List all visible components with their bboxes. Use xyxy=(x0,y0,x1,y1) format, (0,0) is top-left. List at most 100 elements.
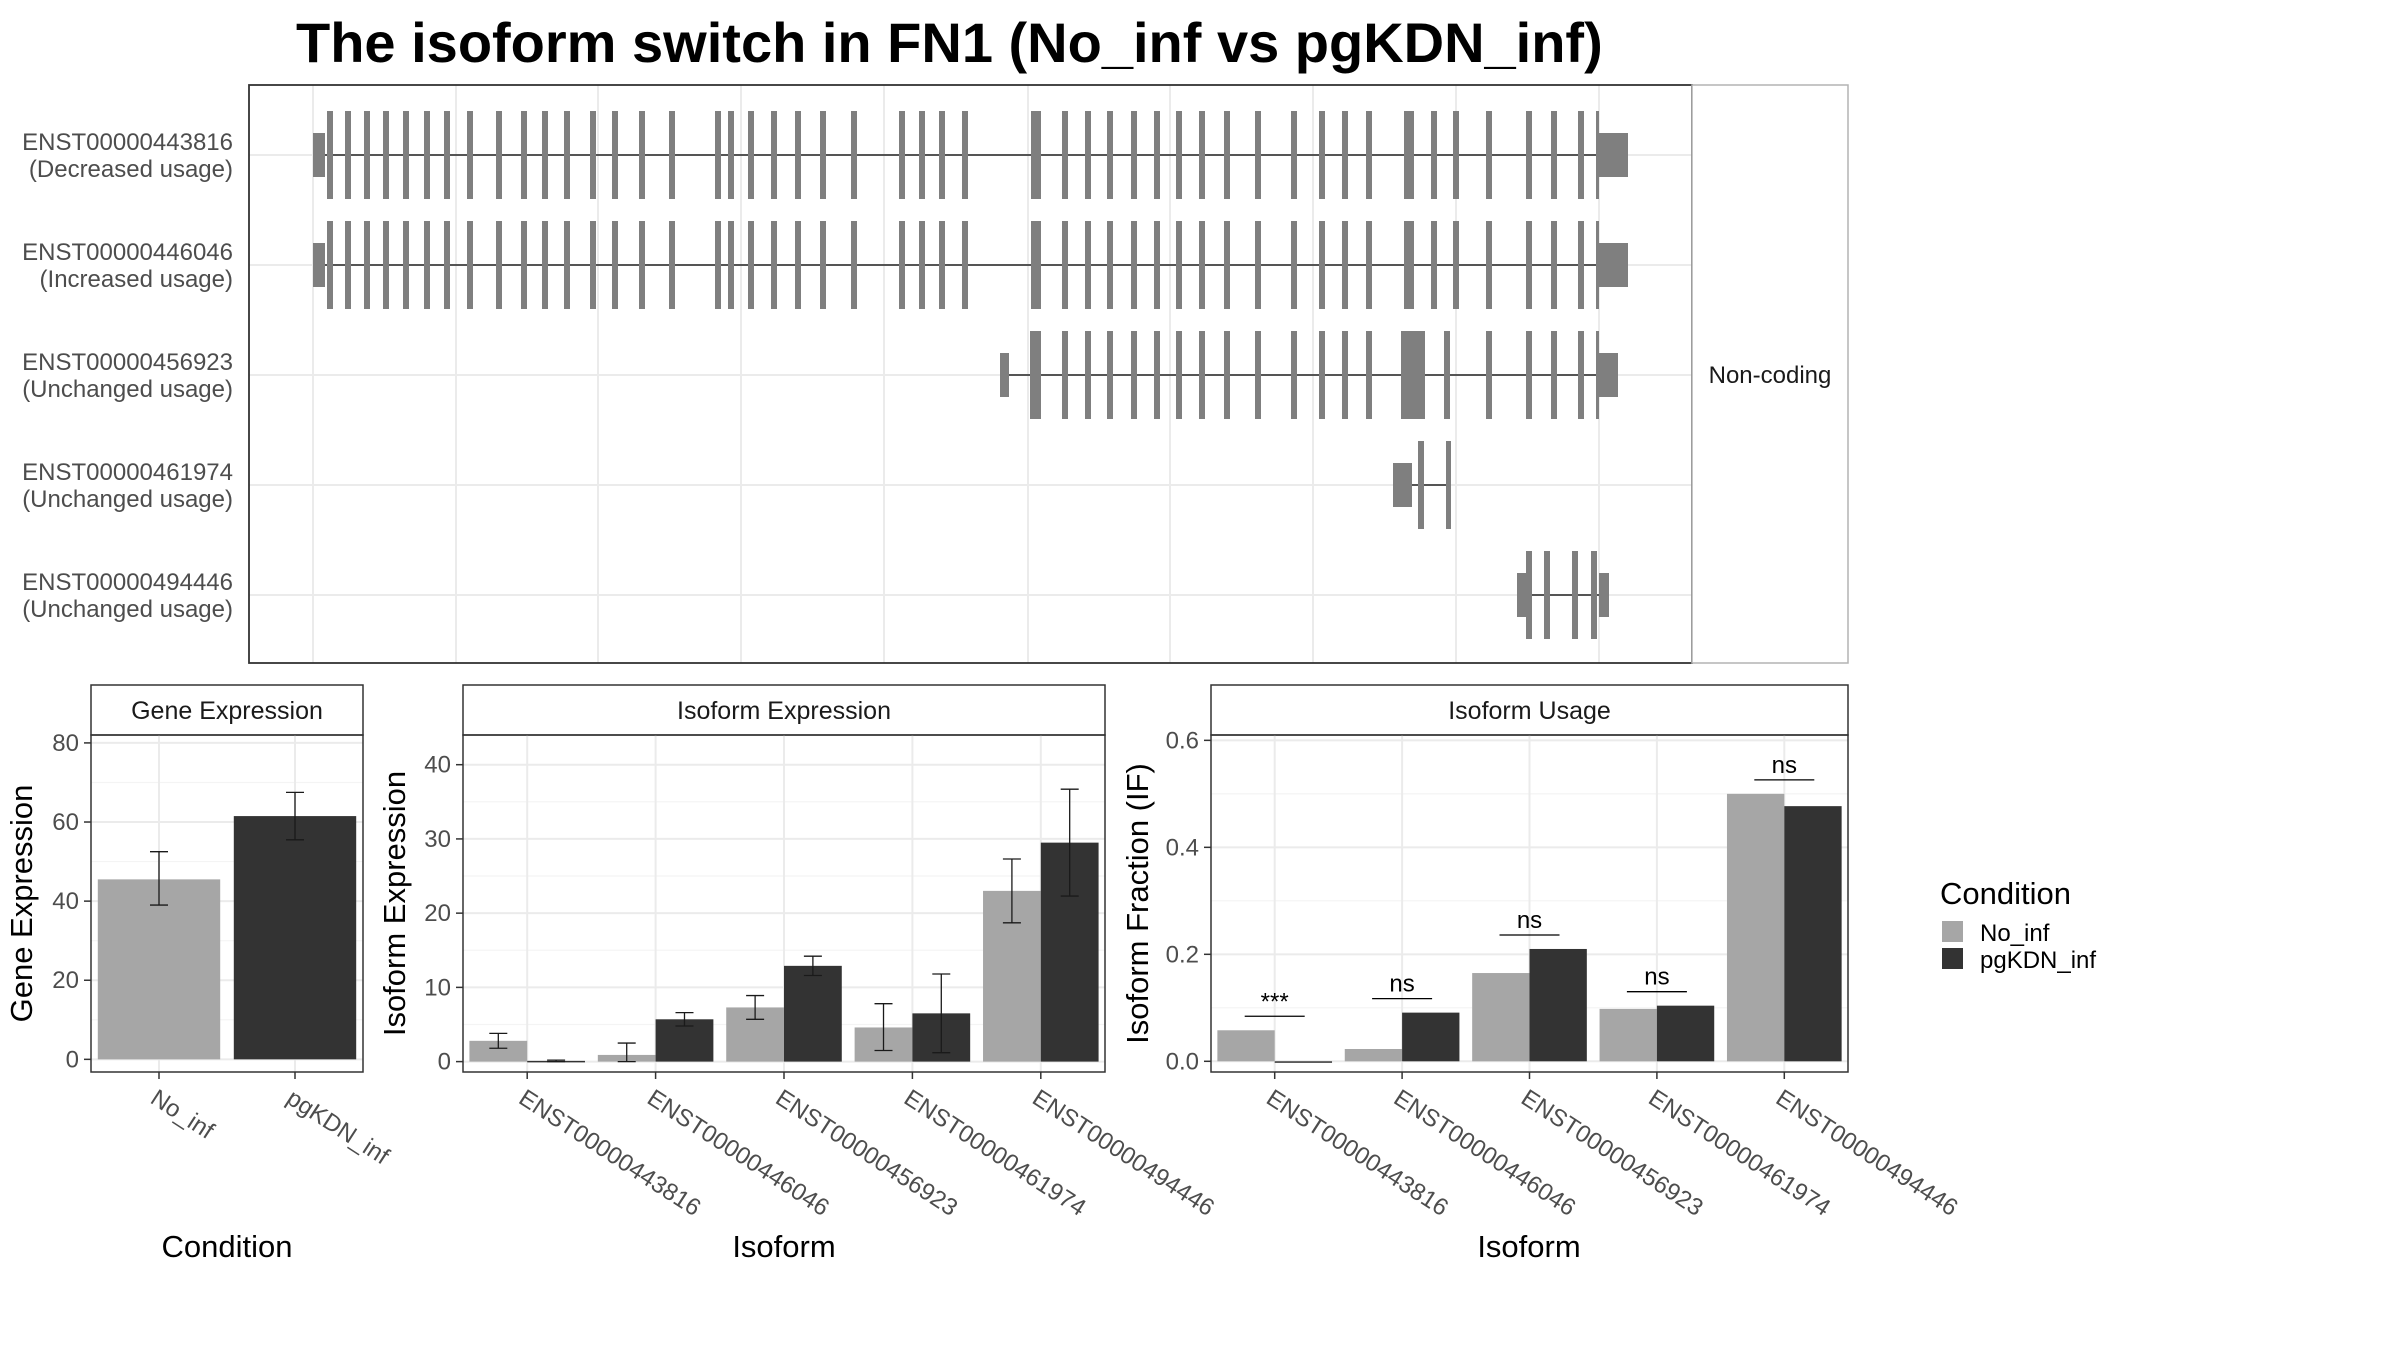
coding-exon xyxy=(1526,111,1532,199)
coding-exon xyxy=(1199,111,1205,199)
coding-exon xyxy=(1453,111,1459,199)
bar-enst00000494446-no-inf xyxy=(1726,793,1785,1062)
y-tick-label: 0 xyxy=(66,1046,79,1073)
coding-exon xyxy=(1107,221,1113,309)
figure-title: The isoform switch in FN1 (No_inf vs pgK… xyxy=(296,11,1603,74)
coding-exon xyxy=(1591,551,1597,639)
transcript-row-label: ENST00000461974 (Unchanged usage) xyxy=(22,459,233,513)
coding-exon xyxy=(1062,331,1068,419)
coding-exon xyxy=(612,221,618,309)
transcript-models xyxy=(313,111,1628,639)
y-tick-label: 20 xyxy=(424,900,451,927)
transcript-id: ENST00000461974 xyxy=(22,459,233,486)
bar-no-inf xyxy=(97,879,221,1060)
coding-exon xyxy=(1572,551,1578,639)
coding-exon xyxy=(899,221,905,309)
coding-exon xyxy=(1224,111,1230,199)
coding-exon xyxy=(364,111,370,199)
coding-exon xyxy=(383,221,389,309)
coding-exon xyxy=(795,111,801,199)
coding-exon xyxy=(590,111,596,199)
transcript-usage: (Unchanged usage) xyxy=(22,376,233,403)
utr-block xyxy=(1517,573,1529,617)
transcript-row-label: ENST00000494446 (Unchanged usage) xyxy=(22,569,233,623)
significance-label: *** xyxy=(1261,988,1289,1015)
coding-exon xyxy=(851,111,857,199)
coding-exon xyxy=(1342,221,1348,309)
bar-enst00000461974-no-inf xyxy=(1599,1008,1657,1062)
coding-exon xyxy=(1404,221,1414,309)
coding-exon xyxy=(1544,551,1550,639)
y-tick-label: 0.4 xyxy=(1166,834,1199,861)
coding-exon xyxy=(851,221,857,309)
transcript-model xyxy=(1000,331,1618,419)
coding-exon xyxy=(1176,111,1182,199)
panel-strip xyxy=(1210,684,1849,736)
transcript-row-label: ENST00000443816 (Decreased usage) xyxy=(22,129,233,183)
coding-exon xyxy=(564,221,570,309)
bar-pgkdn-inf xyxy=(233,816,357,1060)
bar-enst00000443816-no-inf xyxy=(1217,1030,1275,1062)
coding-exon xyxy=(1431,221,1437,309)
coding-exon xyxy=(403,111,409,199)
coding-exon xyxy=(345,111,351,199)
legend-key-no-inf xyxy=(1942,921,1963,942)
coding-exon xyxy=(1131,331,1137,419)
bar-enst00000446046-no-inf xyxy=(1344,1048,1403,1062)
coding-exon xyxy=(1031,221,1041,309)
coding-exon xyxy=(1342,111,1348,199)
coding-exon xyxy=(1085,111,1091,199)
coding-exon xyxy=(1154,111,1160,199)
coding-exon xyxy=(327,111,333,199)
y-tick-label: 60 xyxy=(52,809,79,836)
panel-title: Isoform Usage xyxy=(1448,697,1611,725)
utr-block xyxy=(313,133,325,177)
legend-title: Condition xyxy=(1940,876,2071,911)
y-tick-label: 40 xyxy=(52,888,79,915)
coding-exon xyxy=(669,221,675,309)
coding-exon xyxy=(771,111,777,199)
transcript-model xyxy=(313,111,1628,199)
transcript-row-label: ENST00000446046 (Increased usage) xyxy=(22,239,233,293)
transcript-id: ENST00000456923 xyxy=(22,349,233,376)
y-axis-title: Gene Expression xyxy=(4,785,39,1023)
legend-key-pgkdn-inf xyxy=(1942,948,1963,969)
coding-exon xyxy=(748,111,754,199)
coding-exon xyxy=(1062,111,1068,199)
y-tick-label: 80 xyxy=(52,730,79,757)
coding-exon xyxy=(939,111,945,199)
legend: Condition No_inf pgKDN_inf xyxy=(1940,876,2096,974)
coding-exon xyxy=(1366,111,1372,199)
x-axis-title: Isoform xyxy=(1477,1229,1580,1264)
coding-exon xyxy=(1596,331,1599,419)
coding-exon xyxy=(444,111,450,199)
transcript-usage: (Decreased usage) xyxy=(29,156,233,183)
transcript-id: ENST00000443816 xyxy=(22,129,233,156)
coding-exon xyxy=(939,221,945,309)
coding-exon xyxy=(1255,331,1261,419)
utr-block xyxy=(313,243,325,287)
coding-exon xyxy=(1486,221,1492,309)
coding-exon xyxy=(669,111,675,199)
coding-exon xyxy=(1366,331,1372,419)
coding-exon xyxy=(1176,331,1182,419)
bar-enst00000494446-pgkdn-inf xyxy=(1784,806,1842,1062)
coding-exon xyxy=(962,111,968,199)
coding-exon xyxy=(1578,331,1584,419)
x-axis-title: Condition xyxy=(162,1229,293,1264)
transcript-model xyxy=(313,221,1628,309)
coding-exon xyxy=(899,111,905,199)
significance-label: ns xyxy=(1644,964,1669,991)
coding-exon xyxy=(1366,221,1372,309)
utr-block xyxy=(1598,353,1618,397)
y-axis-title: Isoform Expression xyxy=(377,771,412,1036)
coding-exon xyxy=(748,221,754,309)
panel-strip xyxy=(462,684,1106,736)
transcript-panel: Non-coding ENST00000443816 (Decreased usa… xyxy=(22,84,1849,664)
y-tick-label: 30 xyxy=(424,826,451,853)
coding-exon xyxy=(467,111,473,199)
coding-exon xyxy=(521,221,527,309)
coding-exon xyxy=(1486,111,1492,199)
y-tick-label: 10 xyxy=(424,974,451,1001)
gene-expression-panel: Gene Expression 0 20 40 60 80 No_inf pgKDN_inf G… xyxy=(4,684,394,1264)
